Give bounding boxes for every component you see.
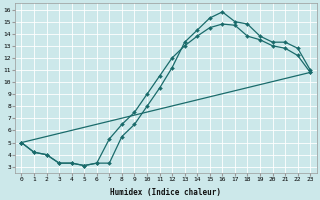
X-axis label: Humidex (Indice chaleur): Humidex (Indice chaleur) <box>110 188 221 197</box>
